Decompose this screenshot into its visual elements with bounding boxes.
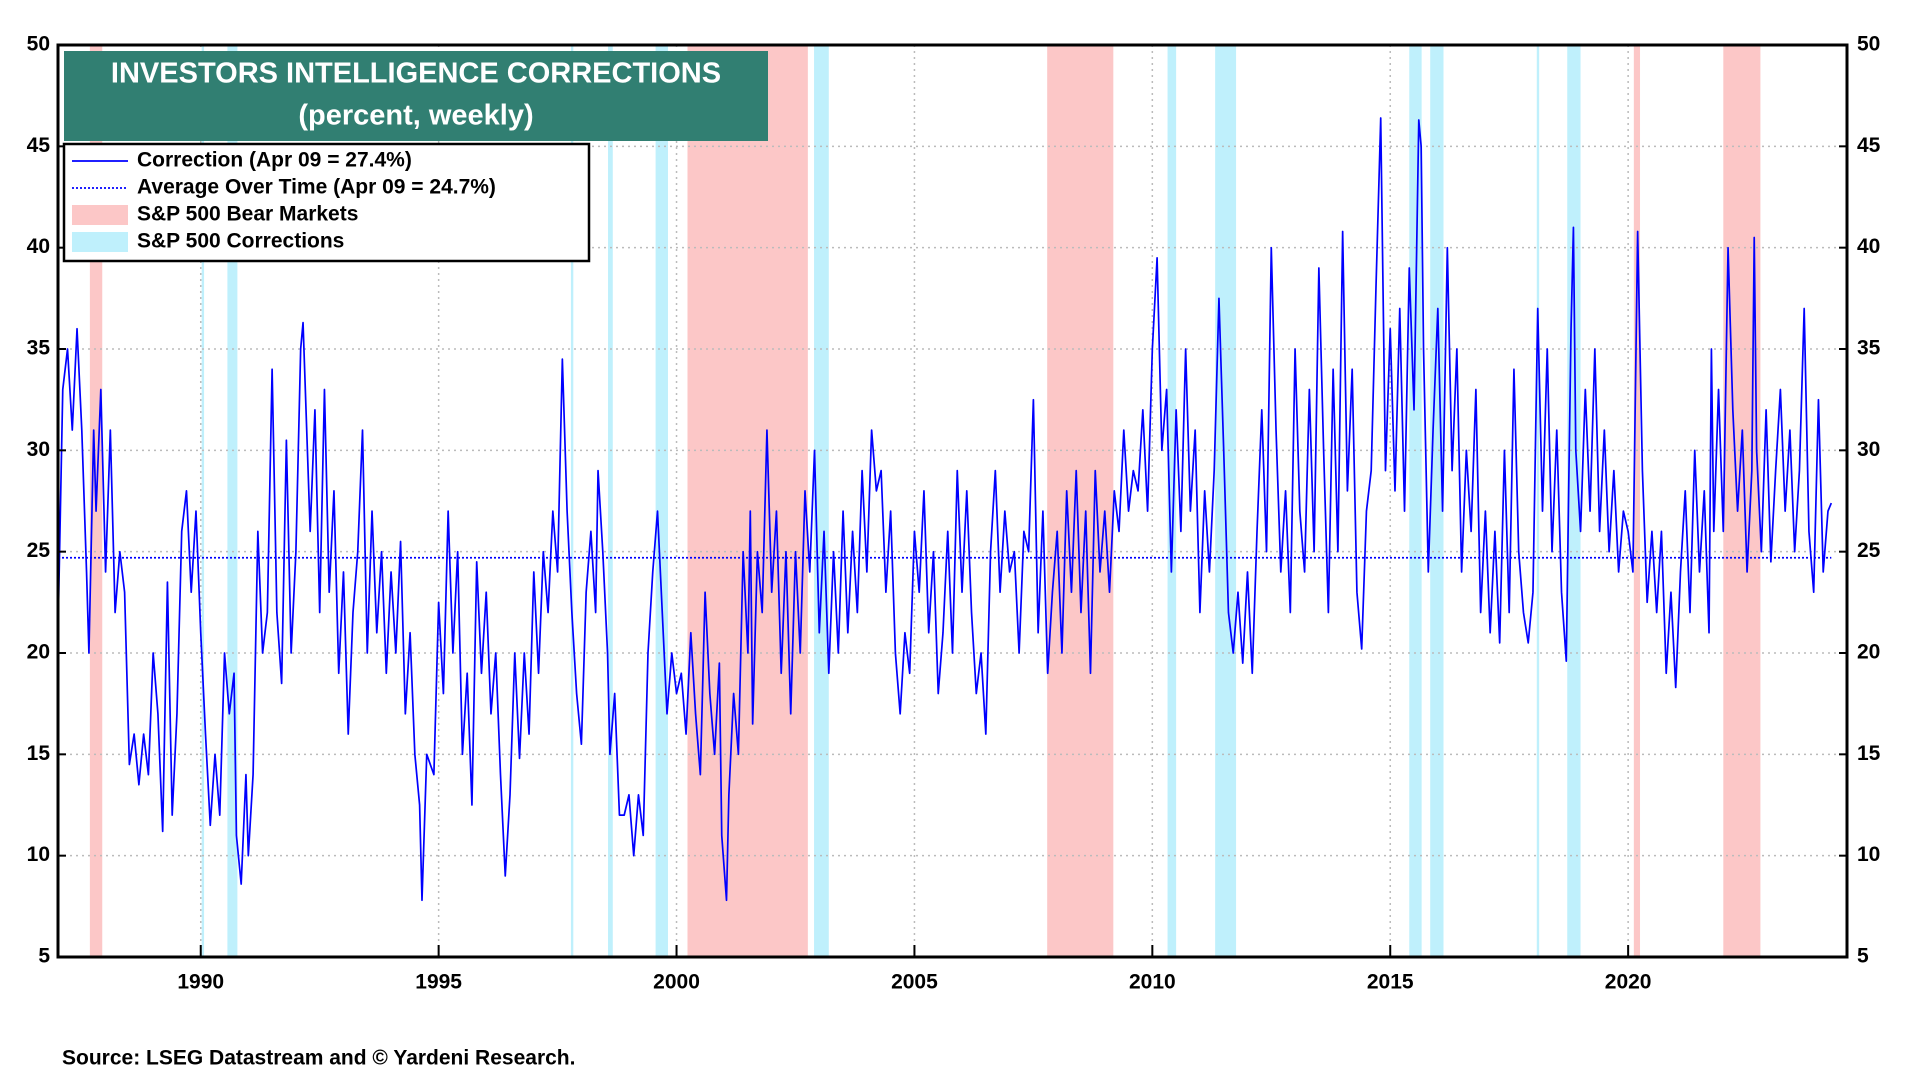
y2-tick-label: 50 [1857, 33, 1880, 56]
x-tick-label: 1995 [415, 971, 462, 994]
x-tick-label: 1990 [177, 971, 224, 994]
legend-swatch [72, 205, 128, 225]
y-tick-label: 25 [27, 539, 51, 562]
legend-label: Correction (Apr 09 = 27.4%) [137, 149, 412, 172]
shaded-region [1536, 45, 1540, 957]
x-tick-label: 2015 [1367, 971, 1414, 994]
y-tick-label: 30 [27, 438, 50, 461]
shaded-region [1567, 45, 1581, 957]
y-tick-label: 5 [38, 945, 50, 968]
y2-tick-label: 45 [1857, 134, 1881, 157]
grid [58, 45, 1847, 957]
shaded-region [1167, 45, 1177, 957]
shaded-region [570, 45, 574, 957]
y-tick-label: 15 [27, 742, 51, 765]
y-tick-label: 50 [27, 33, 50, 56]
y2-tick-label: 5 [1857, 945, 1869, 968]
plot-lines [57, 117, 1833, 902]
legend-label: Average Over Time (Apr 09 = 24.7%) [137, 176, 496, 199]
x-tick-label: 2020 [1605, 971, 1652, 994]
y2-tick-label: 35 [1857, 337, 1881, 360]
y2-tick-label: 15 [1857, 742, 1881, 765]
title-box [64, 51, 768, 141]
y2-tick-label: 10 [1857, 843, 1880, 866]
y-tick-label: 10 [27, 843, 50, 866]
shaded-region [655, 45, 668, 957]
x-tick-label: 2010 [1129, 971, 1176, 994]
y-tick-label: 20 [27, 641, 50, 664]
y2-tick-label: 40 [1857, 235, 1880, 258]
shaded-region [1047, 45, 1114, 957]
y2-tick-label: 20 [1857, 641, 1880, 664]
legend-label: S&P 500 Corrections [137, 230, 344, 253]
source-note: Source: LSEG Datastream and © Yardeni Re… [62, 1047, 575, 1070]
shaded-region [201, 45, 205, 957]
chart-title: INVESTORS INTELLIGENCE CORRECTIONS [111, 58, 721, 90]
x-tick-label: 2000 [653, 971, 700, 994]
shaded-region [814, 45, 829, 957]
legend-swatch [72, 232, 128, 252]
plot-frame [56, 43, 1849, 959]
shaded-region [1409, 45, 1422, 957]
legend-box [62, 142, 591, 263]
y-tick-label: 35 [27, 337, 51, 360]
shaded-region [1633, 45, 1641, 957]
legend: Correction (Apr 09 = 27.4%) Average Over … [72, 149, 496, 253]
x-tick-label: 2005 [891, 971, 938, 994]
shaded-regions [89, 45, 1761, 957]
shaded-region [227, 45, 238, 957]
y-tick-label: 45 [27, 134, 51, 157]
y2-tick-label: 25 [1857, 539, 1881, 562]
y2-tick-label: 30 [1857, 438, 1880, 461]
y-tick-label: 40 [27, 235, 50, 258]
data-line [57, 117, 1833, 902]
legend-label: S&P 500 Bear Markets [137, 203, 358, 226]
shaded-region [608, 45, 613, 957]
shaded-region [1723, 45, 1761, 957]
chart-subtitle: (percent, weekly) [298, 100, 533, 132]
shaded-region [1430, 45, 1444, 957]
shaded-region [687, 45, 808, 957]
axes: 5 10 15 20 25 30 35 40 45 50 5 10 15 20 25 30 35 40 45 50 19… [27, 33, 1881, 994]
